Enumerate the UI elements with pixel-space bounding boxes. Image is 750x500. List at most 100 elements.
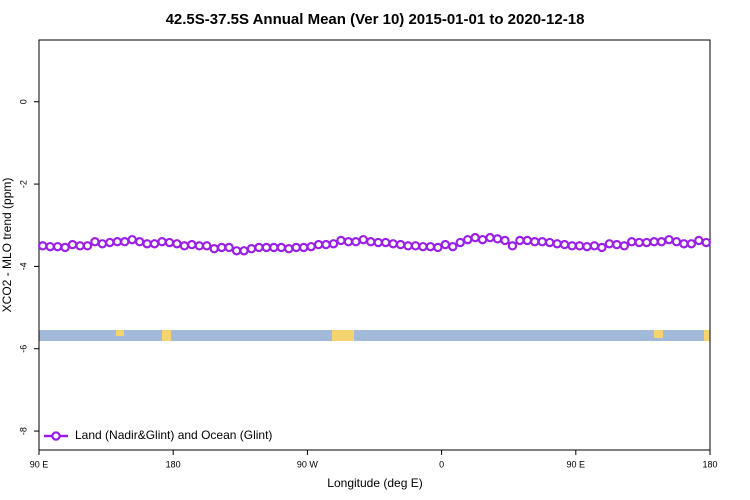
data-point [559,239,570,250]
data-point [172,239,182,249]
data-point [291,242,301,253]
data-point [425,241,436,252]
data-point [634,237,644,248]
data-point [336,235,346,246]
data-point [90,237,100,247]
data-point [403,241,413,251]
x-tick-label: 180 [166,459,181,469]
data-point [38,241,48,251]
data-point [507,241,518,251]
data-point [179,241,190,251]
y-tick-label: -8 [18,427,28,435]
data-point [261,242,272,253]
data-point [254,242,264,253]
data-point [164,237,175,248]
data-point [216,242,227,253]
data-point [433,242,443,253]
data-point [701,237,711,248]
data-point [343,237,354,247]
data-point [462,234,473,245]
data-point [194,241,204,251]
data-point [627,237,637,247]
x-tick-label: 90 E [30,459,49,469]
data-point [582,241,592,252]
data-point [455,237,465,248]
data-point [105,237,115,248]
data-point [567,241,577,251]
data-point [321,239,331,250]
data-point [537,237,547,247]
data-point [366,237,376,247]
data-point [112,237,122,247]
data-point [231,246,242,256]
data-point [276,242,287,253]
x-tick-label: 180 [702,459,717,469]
data-point [440,239,451,250]
data-point [515,235,525,246]
x-axis-label: Longitude (deg E) [327,476,422,490]
data-point [120,237,130,247]
data-point [477,234,488,245]
data-point [52,241,63,252]
data-point [239,246,249,256]
data-point [60,242,70,253]
data-point [134,237,145,247]
data-point [604,239,615,249]
data-point [224,242,234,253]
surface-band [39,330,710,341]
data-point [298,242,309,253]
data-point [380,237,391,248]
data-point [395,239,406,250]
data-point [686,239,697,249]
data-point [97,239,108,249]
legend-marker [51,431,61,441]
data-point [694,235,704,246]
data-point [127,234,137,245]
data-point [448,241,458,252]
data-point [269,242,279,253]
data-point [388,239,398,249]
y-tick-label: 0 [18,99,28,104]
data-point [470,232,480,243]
data-point [75,241,85,251]
data-point [574,241,585,251]
data-point [202,241,212,251]
data-point [552,239,562,249]
y-tick-label: -6 [18,345,28,353]
chart-title: 42.5S-37.5S Annual Mean (Ver 10) 2015-01… [166,11,585,28]
data-point [306,241,316,252]
data-point [149,239,160,249]
y-axis-label: XCO2 - MLO trend (ppm) [0,178,14,313]
data-point [410,241,421,251]
data-point [351,237,361,247]
data-point [418,241,428,252]
data-point [649,237,659,247]
data-point [530,237,540,247]
y-tick-label: -2 [18,180,28,188]
data-point [679,239,689,249]
x-tick-label: 0 [439,459,444,469]
legend-label: Land (Nadir&Glint) and Ocean (Glint) [75,428,272,442]
data-point [373,237,383,248]
data-point [187,239,197,250]
data-point [82,241,93,251]
data-point [284,244,294,254]
data-point [67,239,78,250]
data-point [619,241,629,251]
data-point [485,232,495,243]
data-point [328,239,339,249]
x-tick-label: 90 W [297,459,319,469]
data-point [612,239,622,250]
y-tick-label: -4 [18,262,28,270]
data-point [589,241,600,251]
x-tick-label: 90 E [567,459,586,469]
data-point [500,235,510,246]
data-point [157,237,167,247]
data-point [313,239,324,250]
data-point [664,234,674,245]
data-point [641,237,652,248]
data-point [45,241,55,252]
data-point [545,237,555,248]
data-point [358,234,369,245]
